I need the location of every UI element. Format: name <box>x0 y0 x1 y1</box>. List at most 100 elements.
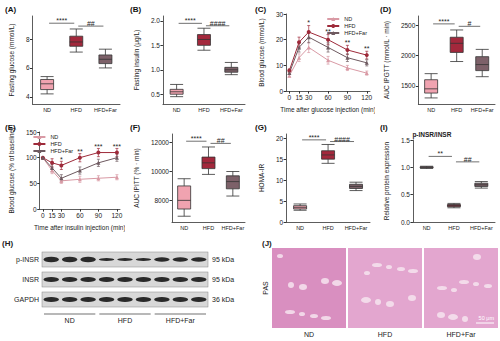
svg-text:(A): (A) <box>5 5 16 14</box>
svg-text:Blood glucose (mmol/L): Blood glucose (mmol/L) <box>258 18 266 86</box>
svg-text:***: *** <box>94 143 102 150</box>
svg-text:**: ** <box>325 28 331 35</box>
svg-text:HFD+Far: HFD+Far <box>345 225 368 231</box>
svg-text:ND: ND <box>173 107 181 113</box>
svg-text:50 μm: 50 μm <box>479 315 495 321</box>
svg-text:15: 15 <box>48 212 56 219</box>
svg-text:Fasting glucose (mmol/L): Fasting glucose (mmol/L) <box>8 24 16 97</box>
svg-text:0: 0 <box>33 206 37 213</box>
svg-text:150: 150 <box>26 129 37 136</box>
svg-text:8000: 8000 <box>155 197 170 204</box>
svg-text:HFD+Far: HFD+Far <box>470 225 493 231</box>
svg-text:HFD: HFD <box>71 107 82 113</box>
svg-text:p-INSR/INSR: p-INSR/INSR <box>412 131 451 139</box>
svg-text:HFD+Far: HFD+Far <box>50 148 73 154</box>
svg-text:AUC IPGTT (mmol/L · min): AUC IPGTT (mmol/L · min) <box>383 21 391 99</box>
svg-text:Time after insulin injection (: Time after insulin injection (min) <box>34 224 125 232</box>
svg-text:1.5: 1.5 <box>151 42 160 49</box>
svg-text:PAS: PAS <box>262 281 269 295</box>
svg-text:Fasting insulin (μg/L): Fasting insulin (μg/L) <box>133 30 141 90</box>
svg-text:6: 6 <box>26 64 30 71</box>
svg-text:15: 15 <box>276 156 284 163</box>
svg-text:60: 60 <box>76 212 84 219</box>
svg-text:1.5: 1.5 <box>401 137 410 144</box>
svg-text:120: 120 <box>361 94 372 101</box>
svg-text:HFD: HFD <box>118 317 132 324</box>
svg-text:*: * <box>307 19 310 26</box>
svg-text:(J): (J) <box>262 239 272 248</box>
svg-text:95 kDa: 95 kDa <box>212 256 234 263</box>
svg-text:**: ** <box>438 150 444 157</box>
svg-text:HFD: HFD <box>198 107 209 113</box>
svg-text:HFD+Far: HFD+Far <box>221 225 244 231</box>
svg-text:ND: ND <box>344 16 352 22</box>
svg-text:ND: ND <box>423 225 431 231</box>
svg-text:p-INSR: p-INSR <box>16 256 39 264</box>
svg-text:GAPDH: GAPDH <box>14 296 39 303</box>
svg-text:INSR: INSR <box>22 276 39 283</box>
svg-text:10: 10 <box>276 62 284 69</box>
svg-text:60: 60 <box>324 94 332 101</box>
svg-text:(D): (D) <box>380 5 391 14</box>
svg-text:****: **** <box>309 134 320 141</box>
svg-text:120: 120 <box>111 212 122 219</box>
svg-text:0: 0 <box>41 212 45 219</box>
svg-text:ND: ND <box>427 107 435 113</box>
svg-text:HFD: HFD <box>451 107 462 113</box>
svg-text:95 kDa: 95 kDa <box>212 276 234 283</box>
svg-text:Time after glucose injection (: Time after glucose injection (min) <box>280 106 375 114</box>
svg-text:HFD+Far: HFD+Far <box>166 317 196 324</box>
svg-text:36 kDa: 36 kDa <box>212 296 234 303</box>
svg-text:HFD: HFD <box>322 225 333 231</box>
svg-text:ND: ND <box>50 134 58 140</box>
svg-text:#: # <box>468 20 472 27</box>
svg-text:**: ** <box>77 148 83 155</box>
svg-text:HFD+Far: HFD+Far <box>94 107 117 113</box>
svg-text:##: ## <box>87 20 95 27</box>
svg-text:0.5: 0.5 <box>401 191 410 198</box>
svg-text:10: 10 <box>276 177 284 184</box>
svg-text:90: 90 <box>344 94 352 101</box>
svg-text:2.0: 2.0 <box>151 17 160 24</box>
svg-text:Blood glucose (% of baseline): Blood glucose (% of baseline) <box>8 128 16 214</box>
svg-text:1.0: 1.0 <box>151 66 160 73</box>
svg-text:HFD+Far: HFD+Far <box>447 331 477 338</box>
svg-text:(F): (F) <box>130 123 141 132</box>
svg-text:####: #### <box>210 20 226 27</box>
svg-text:0.5: 0.5 <box>151 91 160 98</box>
svg-text:100: 100 <box>26 154 37 161</box>
svg-text:ND: ND <box>43 107 51 113</box>
svg-text:2000: 2000 <box>401 52 416 59</box>
svg-text:HOMA-IR: HOMA-IR <box>258 164 265 192</box>
svg-text:*: * <box>60 156 63 163</box>
svg-text:(C): (C) <box>255 5 266 14</box>
svg-text:90: 90 <box>95 212 103 219</box>
svg-text:ND: ND <box>304 331 314 338</box>
svg-text:****: **** <box>191 135 202 142</box>
svg-text:****: **** <box>56 17 67 24</box>
svg-text:(G): (G) <box>255 123 267 132</box>
svg-text:0: 0 <box>280 88 284 95</box>
svg-text:****: **** <box>185 17 196 24</box>
svg-text:***: *** <box>113 143 121 150</box>
svg-text:HFD: HFD <box>203 225 214 231</box>
svg-text:****: **** <box>438 18 449 25</box>
svg-text:30: 30 <box>276 11 284 18</box>
svg-text:4: 4 <box>26 93 30 100</box>
svg-text:HFD: HFD <box>448 225 459 231</box>
svg-text:**: ** <box>364 45 370 52</box>
svg-text:30: 30 <box>305 94 313 101</box>
svg-text:1.0: 1.0 <box>401 164 410 171</box>
svg-text:HFD: HFD <box>378 331 392 338</box>
svg-text:HFD+Far: HFD+Far <box>344 30 367 36</box>
svg-text:30: 30 <box>58 212 66 219</box>
svg-text:ND: ND <box>296 225 304 231</box>
svg-text:##: ## <box>217 137 225 144</box>
svg-text:Relative protein expression: Relative protein expression <box>383 141 391 220</box>
svg-text:20: 20 <box>276 135 284 142</box>
svg-text:0: 0 <box>288 94 292 101</box>
svg-text:2500: 2500 <box>401 22 416 29</box>
svg-text:##: ## <box>464 156 472 163</box>
svg-text:5: 5 <box>280 198 284 205</box>
svg-text:15: 15 <box>295 94 303 101</box>
